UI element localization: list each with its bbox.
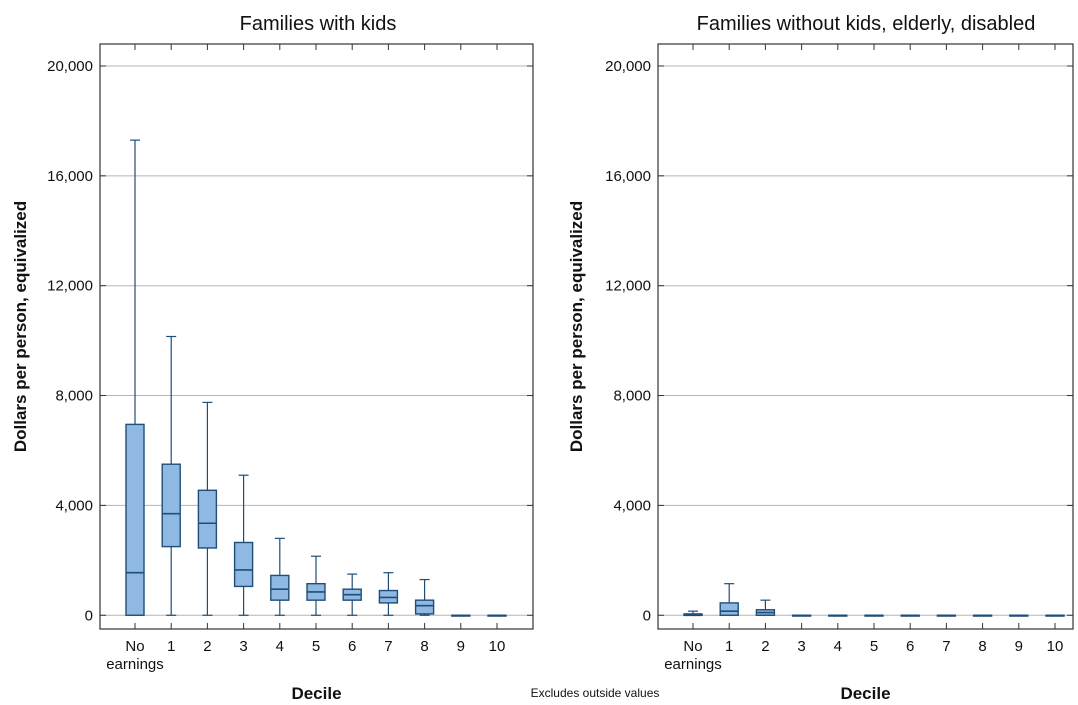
- plot-frame: [657, 43, 1074, 630]
- y-tick-label: 12,000: [605, 278, 651, 295]
- box-iqr: [125, 423, 145, 616]
- box-iqr: [270, 574, 290, 601]
- x-tick-label: No earnings: [106, 638, 164, 673]
- x-tick-label: 2: [203, 638, 211, 655]
- box-decile-7: [936, 614, 957, 617]
- y-tick-label: 12,000: [47, 278, 93, 295]
- box-iqr: [161, 463, 181, 548]
- box-iqr: [233, 541, 254, 588]
- box-decile-4: [270, 537, 290, 616]
- y-axis-label: Dollars per person, equivalized: [567, 201, 586, 452]
- box-decile-8: [414, 578, 435, 616]
- y-tick-label: 8,000: [613, 388, 651, 405]
- box-decile-1: [719, 583, 739, 616]
- chart-title: Families with kids: [240, 13, 397, 35]
- x-tick-label: 9: [1015, 638, 1023, 655]
- box-decile-5: [306, 555, 326, 616]
- x-tick-label: 4: [276, 638, 284, 655]
- box-decile-7: [378, 572, 399, 616]
- box-iqr: [719, 602, 739, 616]
- box-decile-9: [451, 614, 471, 617]
- x-tick-label: 2: [761, 638, 769, 655]
- y-tick-label: 4,000: [55, 497, 93, 514]
- box-decile-6: [342, 573, 362, 616]
- box-decile-5: [864, 614, 884, 617]
- box-decile-9: [1009, 614, 1029, 617]
- x-tick-label: 3: [239, 638, 247, 655]
- x-tick-label: 6: [348, 638, 356, 655]
- box-decile-10: [487, 614, 507, 617]
- x-tick-label: 7: [384, 638, 392, 655]
- y-tick-label: 0: [85, 607, 93, 624]
- x-tick-label: 3: [797, 638, 805, 655]
- x-tick-label: 5: [312, 638, 320, 655]
- box-decile-2: [755, 599, 776, 616]
- x-tick-label: 7: [942, 638, 950, 655]
- x-tick-label: 10: [489, 638, 506, 655]
- box-decile-1: [161, 335, 181, 616]
- x-tick-label: 8: [420, 638, 428, 655]
- x-tick-label: 4: [834, 638, 842, 655]
- box-decile-10: [1045, 614, 1065, 617]
- x-tick-label: 9: [457, 638, 465, 655]
- x-tick-label: 10: [1047, 638, 1064, 655]
- y-tick-label: 8,000: [55, 388, 93, 405]
- box-decile-8: [972, 614, 993, 617]
- box-iqr: [414, 599, 435, 615]
- footnote: Excludes outside values: [531, 686, 660, 700]
- x-axis-label: Decile: [291, 684, 341, 703]
- y-tick-label: 16,000: [605, 168, 651, 185]
- box-decile-4: [828, 614, 848, 617]
- box-decile-3: [791, 614, 812, 617]
- y-tick-label: 20,000: [605, 58, 651, 75]
- y-tick-label: 16,000: [47, 168, 93, 185]
- y-tick-label: 0: [643, 607, 651, 624]
- box-decile-0: [125, 139, 145, 616]
- x-tick-label: 8: [978, 638, 986, 655]
- y-tick-label: 4,000: [613, 497, 651, 514]
- box-decile-0: [683, 610, 703, 617]
- box-decile-2: [197, 401, 218, 616]
- y-tick-label: 20,000: [47, 58, 93, 75]
- box-iqr: [197, 489, 218, 549]
- box-decile-3: [233, 474, 254, 616]
- box-decile-6: [900, 614, 920, 617]
- x-tick-label: 1: [167, 638, 175, 655]
- x-tick-label: 6: [906, 638, 914, 655]
- x-tick-label: 5: [870, 638, 878, 655]
- x-tick-label: 1: [725, 638, 733, 655]
- x-axis-label: Decile: [840, 684, 890, 703]
- y-axis-label: Dollars per person, equivalized: [11, 201, 30, 452]
- chart-title: Families without kids, elderly, disabled: [697, 13, 1036, 35]
- x-tick-label: No earnings: [664, 638, 722, 673]
